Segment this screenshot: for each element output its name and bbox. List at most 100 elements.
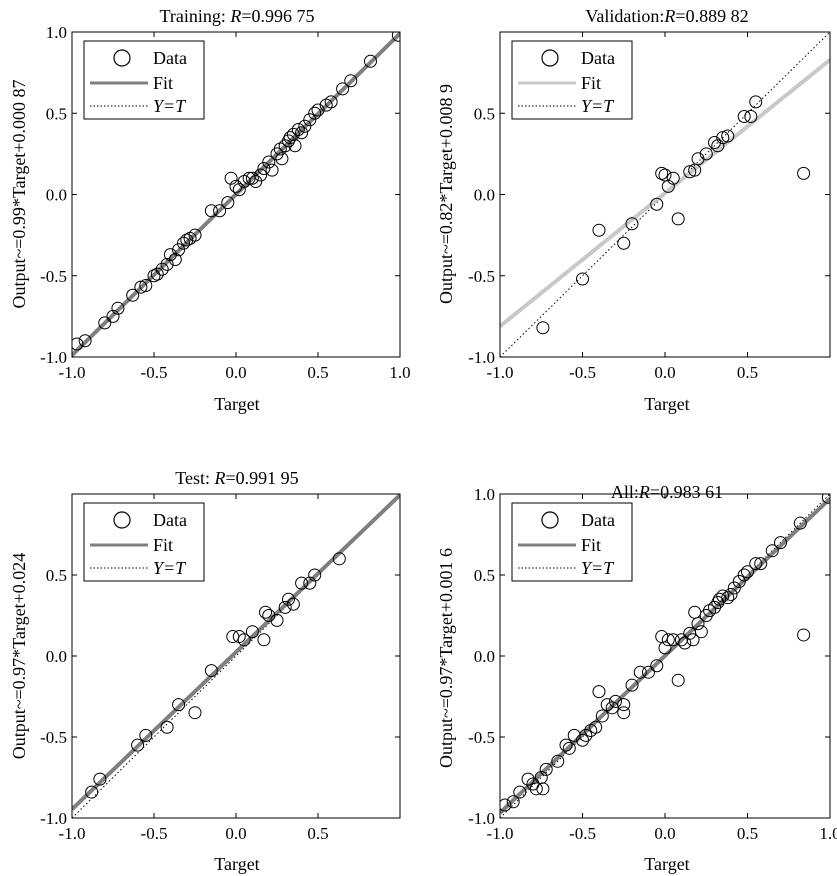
x-axis-label: Target [214,394,259,414]
y-equals-t-line [500,32,830,357]
data-point [308,106,322,120]
x-tick-label: 0.0 [654,824,675,843]
x-axis-label: Target [214,854,259,874]
data-point [691,617,705,631]
legend-data-marker [113,49,131,67]
data-point [237,633,251,647]
x-axis-label: Target [644,394,689,414]
y-tick-label: -0.5 [40,267,67,286]
y-axis-label: Output~=0.99*Target+0.000 87 [9,80,29,309]
y-tick-label: 1.0 [46,23,67,42]
data-point [754,557,768,571]
data-point [727,581,741,595]
data-point [278,600,292,614]
data-point [655,166,669,180]
data-point [155,262,169,276]
x-tick-label: -0.5 [569,363,596,382]
data-point [500,798,512,812]
data-point [172,243,186,257]
data-point [741,565,754,579]
panel-title: Validation:R=0.889 82 [585,6,748,26]
data-point [180,233,194,247]
panel-title: Training: R=0.996 75 [159,6,314,26]
data-point [821,494,830,504]
plot-content [72,32,400,357]
data-point [295,576,309,590]
y-tick-label: 0.0 [46,647,67,666]
data-point [259,605,273,619]
data-point [286,597,300,611]
data-point [213,204,227,218]
data-point [298,119,312,133]
x-tick-label: 0.5 [737,824,758,843]
x-tick-label: 0.5 [737,363,758,382]
data-point [732,574,746,588]
data-point [797,166,811,180]
legend-yt-label: Y=T [581,96,615,116]
plot-area: -1.0 -0.5 0.0 0.5 -1.0 -0.5 0.0 0.5 Data Fit Y=T [40,493,401,843]
x-tick-label: -1.0 [59,363,86,382]
data-point [224,171,238,185]
x-axis-label: Target [644,854,689,874]
data-point [126,288,140,302]
x-tick-label: 1.0 [389,363,410,382]
legend-yt-label: Y=T [153,558,187,578]
x-tick-label: -1.0 [487,824,514,843]
data-point [724,587,738,601]
y-tick-label: 0.5 [46,566,67,585]
plot-area: -1.0 -0.5 0.0 0.5 -1.0 -0.5 0.0 0.5 Data Fit Y=T [468,31,831,382]
data-point [576,272,589,286]
y-tick-label: 0.5 [474,104,495,123]
data-point [177,236,191,250]
data-point [691,152,705,166]
plot-content [72,494,400,818]
data-point [332,552,346,566]
plot-area: -1.0 -0.5 0.0 0.5 1.0 -1.0 -0.5 0.0 0.5 1.0 Data Fi… [468,485,837,843]
data-point [226,630,240,644]
data-point [163,248,177,262]
plot-content [500,494,830,818]
data-point [688,605,702,619]
axes-frame [71,31,401,358]
data-point [765,544,779,558]
data-point [609,694,622,708]
x-tick-label: 0.5 [307,363,328,382]
data-point [160,257,174,271]
data-point [642,665,655,679]
data-point [139,279,153,292]
panel-title: All:R=0.983 61 [611,482,723,502]
y-axis-label: Output~=0.82*Target+0.008 9 [436,84,456,304]
data-point [536,782,550,796]
data-point [131,738,145,752]
x-tick-label: 0.0 [225,363,246,382]
data-point [291,123,305,136]
data-point [592,685,606,699]
y-tick-label: -1.0 [40,348,67,367]
data-point [311,103,325,117]
legend-data-label: Data [581,510,615,530]
data-point [257,162,271,175]
y-tick-label: -1.0 [468,809,495,828]
data-point [295,126,309,140]
fit-line [500,58,830,328]
data-point [78,334,92,348]
data-point [793,516,807,530]
data-point [288,139,302,153]
data-point [257,633,271,647]
legend-fit-label: Fit [153,535,173,555]
y-tick-label: 1.0 [474,485,495,504]
x-tick-label: 0.5 [307,824,328,843]
data-point [150,267,164,281]
data-point [106,309,120,323]
data-point [579,728,593,742]
data-point [737,110,751,123]
data-point [172,698,186,712]
y-axis-label: Output~=0.97*Target+0.024 [9,553,29,759]
data-point [160,720,174,734]
y-axis-label: Output~=0.97*Target+0.001 6 [436,548,456,768]
data-point [625,678,639,692]
legend-data-label: Data [581,48,615,68]
data-point [262,155,276,169]
data-point [221,196,235,210]
data-point [134,280,148,294]
